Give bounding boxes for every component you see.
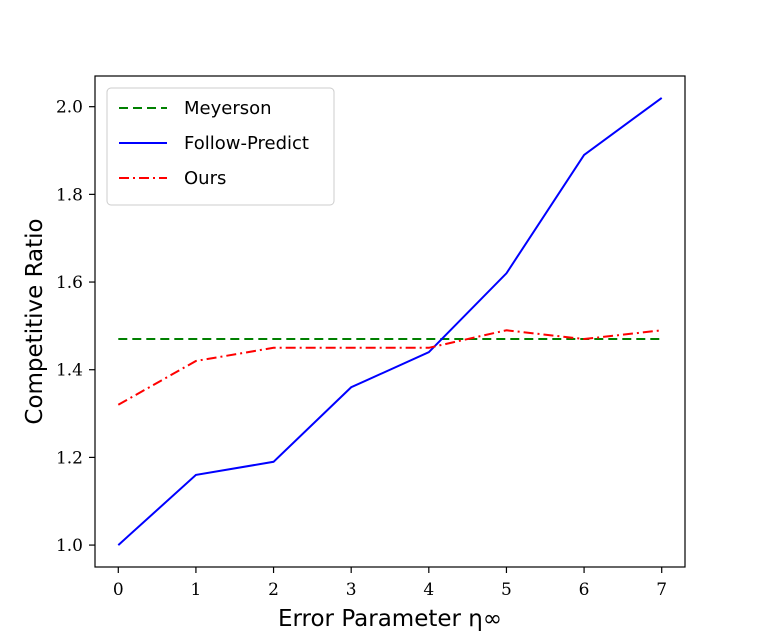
legend-box xyxy=(106,87,335,206)
x-tick-label: 2 xyxy=(268,580,279,600)
x-axis: 0 1 2 3 4 5 6 7 xyxy=(113,567,667,600)
x-tick-label: 1 xyxy=(191,580,202,600)
series-line-follow-predict xyxy=(117,97,663,546)
legend-label-meyerson: Meyerson xyxy=(184,98,272,119)
y-tick-label: 1.4 xyxy=(56,361,83,381)
y-tick-label: 1.6 xyxy=(56,273,83,293)
y-axis: 1.0 1.2 1.4 1.6 1.8 2.0 xyxy=(56,98,95,556)
x-tick-label: 6 xyxy=(579,580,590,600)
plot-frame xyxy=(94,75,686,568)
x-tick-label: 0 xyxy=(113,580,124,600)
y-tick-label: 1.8 xyxy=(56,185,83,205)
x-tick-label: 7 xyxy=(656,580,667,600)
y-tick-label: 1.2 xyxy=(56,448,83,468)
legend: Meyerson Follow-Predict Ours xyxy=(106,87,335,206)
x-tick-label: 4 xyxy=(423,580,434,600)
legend-label-follow-predict: Follow-Predict xyxy=(184,133,309,154)
y-tick-label: 1.0 xyxy=(56,536,83,556)
y-axis-label: Competitive Ratio xyxy=(22,218,48,424)
plot-layer xyxy=(117,97,663,546)
y-tick-label: 2.0 xyxy=(56,98,83,118)
series-line-ours xyxy=(117,329,662,406)
legend-label-ours: Ours xyxy=(184,168,226,189)
x-axis-label: Error Parameter η∞ xyxy=(278,606,502,632)
x-tick-label: 5 xyxy=(501,580,512,600)
x-tick-label: 3 xyxy=(346,580,357,600)
